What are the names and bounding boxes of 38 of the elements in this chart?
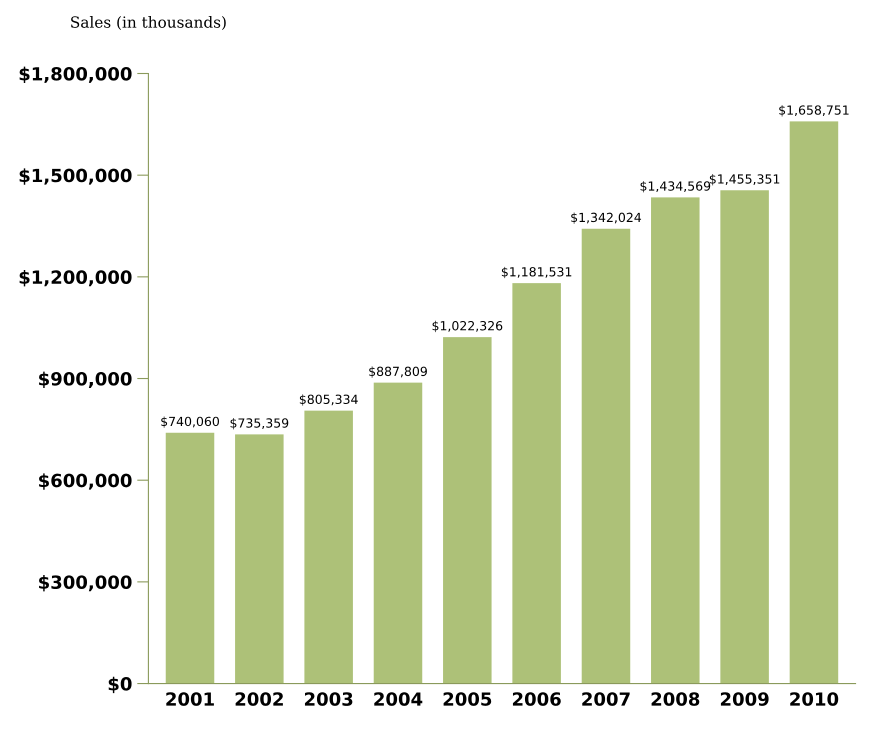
bar bbox=[651, 197, 700, 684]
bar bbox=[304, 410, 353, 684]
bar bbox=[443, 337, 492, 684]
bar bbox=[166, 432, 214, 684]
bar bbox=[582, 228, 630, 684]
y-tick-label: $1,200,000 bbox=[20, 270, 132, 286]
x-tick-label: 2007 bbox=[582, 692, 630, 706]
y-tick-label: $600,000 bbox=[39, 473, 132, 490]
y-axis-title: Sales (in thousands) bbox=[71, 16, 226, 30]
bar bbox=[512, 283, 561, 684]
x-tick-label: 2001 bbox=[166, 692, 214, 706]
data-label: $1,455,351 bbox=[710, 174, 780, 186]
data-label: $1,342,024 bbox=[571, 212, 642, 224]
x-tick-label: 2004 bbox=[374, 692, 422, 706]
data-label: $735,359 bbox=[230, 418, 288, 430]
x-tick-label: 2010 bbox=[790, 692, 838, 706]
y-tick-label: $0 bbox=[108, 676, 132, 694]
data-label: $887,809 bbox=[369, 366, 427, 378]
bar bbox=[720, 190, 769, 684]
x-tick-label: 2002 bbox=[236, 692, 283, 706]
data-label: $1,022,326 bbox=[432, 320, 502, 332]
y-tick-label: $900,000 bbox=[39, 372, 132, 388]
bar bbox=[235, 434, 284, 684]
x-tick-label: 2008 bbox=[652, 692, 700, 706]
data-label: $1,658,751 bbox=[779, 105, 849, 116]
bar bbox=[790, 121, 838, 684]
bar bbox=[374, 382, 422, 684]
x-tick-label: 2003 bbox=[304, 692, 352, 706]
y-tick-label: $1,500,000 bbox=[20, 168, 132, 185]
data-label: $740,060 bbox=[161, 416, 219, 428]
data-label: $805,334 bbox=[300, 394, 358, 406]
x-tick-label: 2009 bbox=[720, 692, 769, 706]
data-label: $1,434,569 bbox=[640, 181, 710, 192]
y-tick-label: $1,800,000 bbox=[20, 66, 132, 84]
x-tick-label: 2006 bbox=[512, 692, 561, 706]
x-tick-label: 2005 bbox=[444, 692, 492, 706]
y-tick-label: $300,000 bbox=[39, 575, 132, 592]
data-label: $1,181,531 bbox=[502, 266, 572, 278]
